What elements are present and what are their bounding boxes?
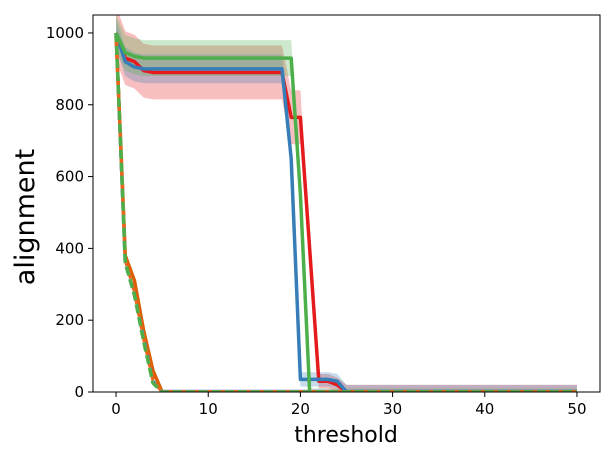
series-line-2 bbox=[114, 32, 577, 392]
confidence-bands bbox=[116, 15, 577, 392]
x-tick-label: 40 bbox=[475, 400, 494, 418]
series-line-5 bbox=[114, 36, 577, 392]
y-axis: 0 200 400 600 800 1000 bbox=[46, 24, 93, 401]
confidence-band-0 bbox=[116, 15, 577, 392]
series-lines bbox=[114, 32, 577, 392]
confidence-band-2 bbox=[116, 15, 577, 392]
y-axis-label: alignment bbox=[10, 149, 41, 285]
y-tick-label: 400 bbox=[55, 239, 84, 257]
confidence-band-1 bbox=[116, 18, 577, 392]
y-tick-label: 600 bbox=[55, 168, 84, 186]
y-tick-label: 1000 bbox=[46, 24, 84, 42]
x-axis: 0 10 20 30 40 50 bbox=[111, 392, 587, 418]
x-axis-label: threshold bbox=[294, 423, 398, 448]
y-tick-label: 0 bbox=[74, 383, 84, 401]
series-line-1 bbox=[114, 32, 577, 392]
x-tick-label: 30 bbox=[383, 400, 402, 418]
x-tick-label: 50 bbox=[567, 400, 586, 418]
y-tick-label: 200 bbox=[55, 311, 84, 329]
x-tick-label: 20 bbox=[291, 400, 310, 418]
series-line-6 bbox=[114, 32, 577, 392]
x-tick-label: 10 bbox=[199, 400, 218, 418]
x-tick-label: 0 bbox=[111, 400, 121, 418]
y-tick-label: 800 bbox=[55, 96, 84, 114]
plot-frame bbox=[92, 14, 601, 393]
